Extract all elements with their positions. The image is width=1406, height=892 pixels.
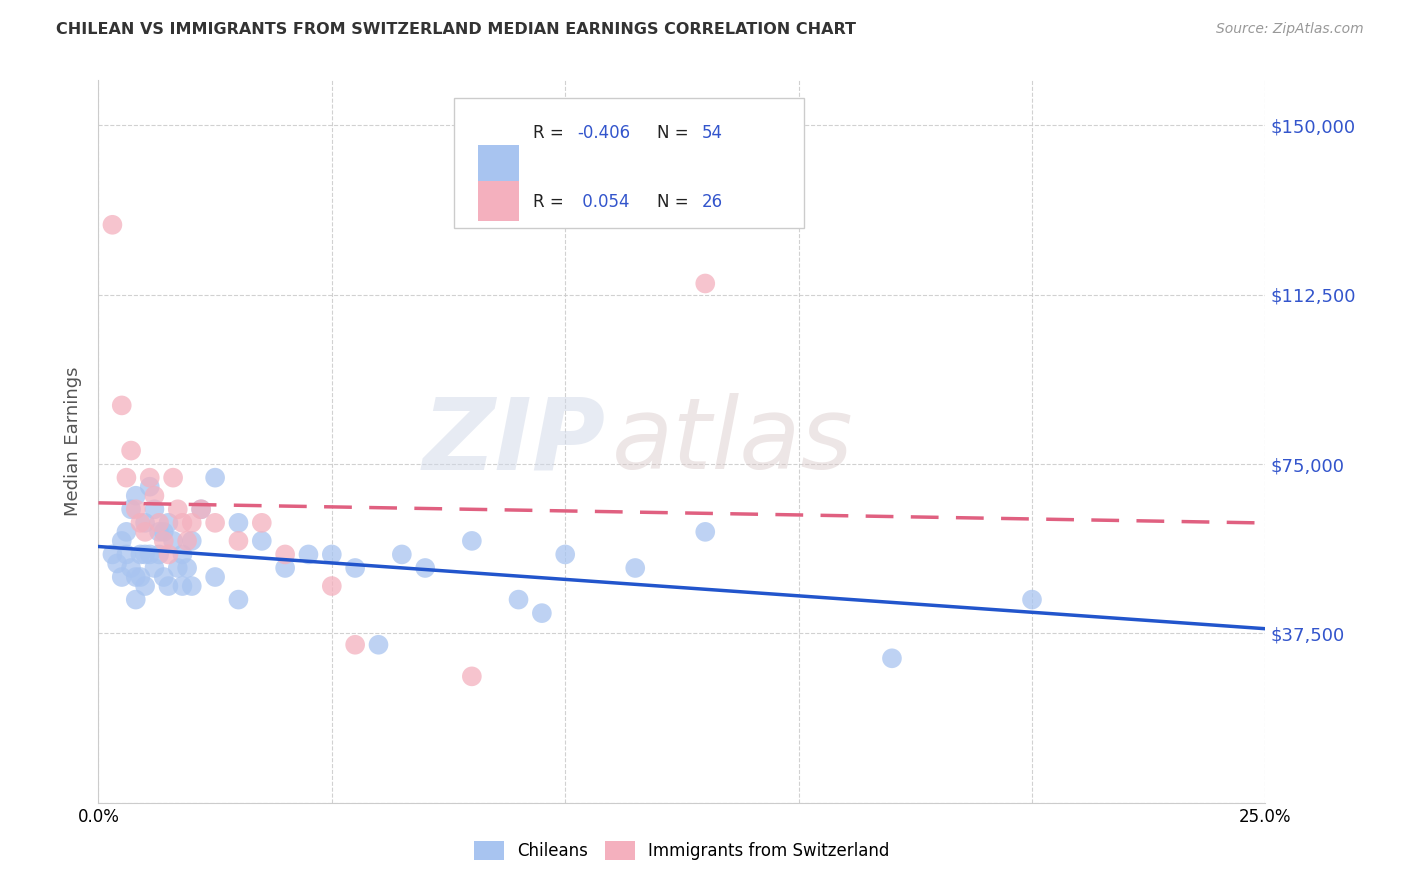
Point [172, 516, 194, 530]
Point [101, 548, 124, 562]
Point [152, 524, 174, 539]
Point [321, 548, 343, 562]
Point [157, 579, 180, 593]
Text: CHILEAN VS IMMIGRANTS FROM SWITZERLAND MEDIAN EARNINGS CORRELATION CHART: CHILEAN VS IMMIGRANTS FROM SWITZERLAND M… [56, 22, 856, 37]
Point [297, 548, 319, 562]
Point [250, 533, 273, 548]
FancyBboxPatch shape [478, 145, 519, 185]
Point [139, 470, 162, 484]
Point [129, 548, 152, 562]
Point [274, 548, 297, 562]
Point [111, 398, 134, 412]
Point [125, 592, 148, 607]
Point [367, 638, 389, 652]
Point [143, 489, 166, 503]
Point [204, 570, 226, 584]
FancyBboxPatch shape [478, 181, 519, 221]
Point [172, 548, 194, 562]
Point [344, 561, 367, 575]
Point [134, 516, 156, 530]
Point [143, 502, 166, 516]
Point [134, 579, 156, 593]
Point [880, 651, 903, 665]
Point [134, 524, 156, 539]
Text: N =: N = [658, 193, 695, 211]
Point [143, 561, 166, 575]
Point [148, 524, 170, 539]
Point [274, 561, 297, 575]
Point [111, 570, 134, 584]
Point [204, 516, 226, 530]
Point [125, 489, 148, 503]
Point [228, 516, 250, 530]
Point [134, 548, 156, 562]
Point [162, 533, 184, 548]
Point [166, 561, 188, 575]
FancyBboxPatch shape [454, 98, 804, 228]
Point [228, 533, 250, 548]
Text: Source: ZipAtlas.com: Source: ZipAtlas.com [1216, 22, 1364, 37]
Point [461, 669, 484, 683]
Point [228, 592, 250, 607]
Point [508, 592, 530, 607]
Text: R =: R = [533, 124, 568, 142]
Point [139, 480, 162, 494]
Point [157, 548, 180, 562]
Point [413, 561, 436, 575]
Text: -0.406: -0.406 [576, 124, 630, 142]
Text: atlas: atlas [612, 393, 853, 490]
Legend: Chileans, Immigrants from Switzerland: Chileans, Immigrants from Switzerland [467, 835, 897, 867]
Point [695, 277, 717, 291]
Text: R =: R = [533, 193, 568, 211]
Point [129, 570, 152, 584]
Point [180, 516, 202, 530]
Point [176, 561, 198, 575]
Text: N =: N = [658, 124, 695, 142]
Point [120, 502, 142, 516]
Point [115, 548, 138, 562]
Point [148, 548, 170, 562]
Point [115, 524, 138, 539]
Point [176, 533, 198, 548]
Point [120, 561, 142, 575]
Point [180, 533, 202, 548]
Text: 54: 54 [702, 124, 723, 142]
Point [250, 516, 273, 530]
Point [180, 579, 202, 593]
Point [111, 533, 134, 548]
Point [125, 502, 148, 516]
Point [461, 533, 484, 548]
Point [190, 502, 212, 516]
Point [148, 516, 170, 530]
Point [129, 516, 152, 530]
Point [530, 606, 553, 620]
Point [1021, 592, 1043, 607]
Point [344, 638, 367, 652]
Point [152, 570, 174, 584]
Text: 0.054: 0.054 [576, 193, 630, 211]
Point [139, 548, 162, 562]
Point [125, 570, 148, 584]
Point [554, 548, 576, 562]
Point [624, 561, 647, 575]
Point [166, 502, 188, 516]
Point [190, 502, 212, 516]
Point [695, 524, 717, 539]
Text: ZIP: ZIP [423, 393, 606, 490]
Point [321, 579, 343, 593]
Point [157, 516, 180, 530]
Point [105, 557, 128, 571]
Point [115, 470, 138, 484]
Point [162, 470, 184, 484]
Point [204, 470, 226, 484]
Point [172, 579, 194, 593]
Point [101, 218, 124, 232]
Point [120, 443, 142, 458]
Point [152, 533, 174, 548]
Y-axis label: Median Earnings: Median Earnings [65, 367, 83, 516]
Text: 26: 26 [702, 193, 723, 211]
Point [391, 548, 413, 562]
